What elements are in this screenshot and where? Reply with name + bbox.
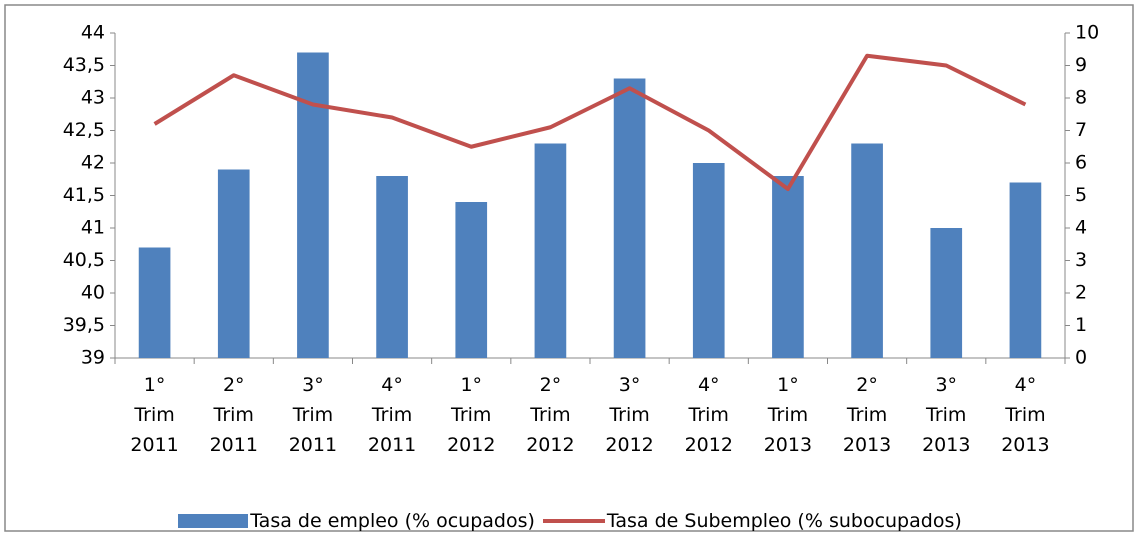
line xyxy=(153,53,1027,191)
x-tick-label: 1° Trim 2011 xyxy=(130,374,179,456)
bar xyxy=(1009,182,1042,358)
y2-tick-label: 8 xyxy=(1075,87,1087,109)
x-tick-label: 3° Trim 2013 xyxy=(922,374,971,456)
legend-label: Tasa de empleo (% ocupados) xyxy=(250,510,535,532)
y-tick-label: 39,5 xyxy=(63,314,105,336)
y-tick-label: 40,5 xyxy=(63,249,105,271)
legend-item: Tasa de empleo (% ocupados) xyxy=(178,510,535,532)
x-tick-label: 4° Trim 2012 xyxy=(684,374,733,456)
x-tick-label: 1° Trim 2013 xyxy=(763,374,813,456)
x-tick-label: 1° Trim 2012 xyxy=(447,374,496,456)
legend-swatch xyxy=(178,514,249,528)
bar xyxy=(455,202,488,358)
x-tick-label: 4° Trim 2011 xyxy=(367,374,417,456)
y-tick-label: 39 xyxy=(81,347,105,369)
y-tick-label: 41,5 xyxy=(63,184,105,206)
y-tick-label: 42 xyxy=(81,152,105,174)
y2-tick-label: 6 xyxy=(1075,152,1087,174)
y-tick-label: 43 xyxy=(81,87,105,109)
bar xyxy=(692,163,725,358)
y2-tick-label: 3 xyxy=(1075,249,1087,271)
bar xyxy=(217,169,250,358)
x-tick-label: 2° Trim 2011 xyxy=(209,374,258,456)
y2-tick-label: 9 xyxy=(1075,54,1087,76)
bar xyxy=(138,247,171,358)
bar xyxy=(851,143,883,358)
y-tick-label: 44 xyxy=(81,22,105,44)
bar xyxy=(930,228,963,358)
y2-tick-label: 5 xyxy=(1075,184,1087,206)
y2-tick-label: 0 xyxy=(1075,347,1087,369)
x-tick-label: 3° Trim 2011 xyxy=(288,374,338,456)
y2-tick-label: 7 xyxy=(1075,119,1087,141)
bar xyxy=(613,78,646,358)
x-tick-label: 2° Trim 2012 xyxy=(526,374,575,456)
y-tick-label: 43,5 xyxy=(63,54,105,76)
legend-label: Tasa de Subempleo (% subocupados) xyxy=(606,510,962,532)
x-tick-label: 4° Trim 2013 xyxy=(1001,374,1050,456)
x-tick-label: 2° Trim 2013 xyxy=(842,374,892,456)
y2-tick-label: 10 xyxy=(1075,22,1099,44)
y-tick-label: 42,5 xyxy=(63,119,105,141)
y-tick-label: 41 xyxy=(81,217,105,239)
y-tick-label: 40 xyxy=(81,282,105,304)
chart-border xyxy=(4,4,1134,532)
bar xyxy=(376,176,408,358)
bar xyxy=(534,143,567,358)
legend: Tasa de empleo (% ocupados) Tasa de Subem… xyxy=(0,510,1140,532)
y2-tick-label: 2 xyxy=(1075,282,1087,304)
legend-line xyxy=(542,519,605,523)
bar xyxy=(772,176,804,358)
legend-item: Tasa de Subempleo (% subocupados) xyxy=(542,510,962,532)
y2-tick-label: 4 xyxy=(1075,217,1087,239)
x-tick-label: 3° Trim 2012 xyxy=(605,374,654,456)
y2-tick-label: 1 xyxy=(1075,314,1087,336)
